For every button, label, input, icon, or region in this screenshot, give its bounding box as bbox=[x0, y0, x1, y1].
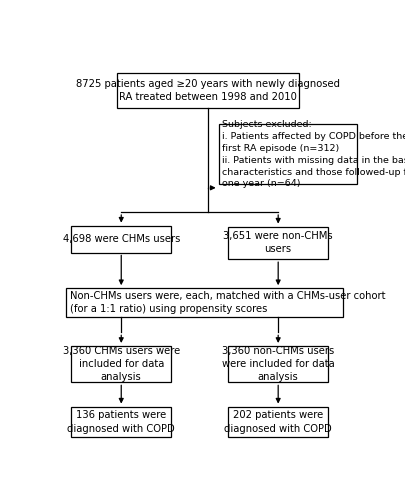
FancyBboxPatch shape bbox=[228, 406, 328, 438]
Text: 136 patients were
diagnosed with COPD: 136 patients were diagnosed with COPD bbox=[67, 410, 175, 434]
Text: Non-CHMs users were, each, matched with a CHMs-user cohort
(for a 1:1 ratio) usi: Non-CHMs users were, each, matched with … bbox=[70, 291, 386, 314]
Text: 202 patients were
diagnosed with COPD: 202 patients were diagnosed with COPD bbox=[224, 410, 332, 434]
Text: 4,698 were CHMs users: 4,698 were CHMs users bbox=[62, 234, 180, 244]
Text: Subjects excluded:
i. Patients affected by COPD before the date of the
first RA : Subjects excluded: i. Patients affected … bbox=[222, 120, 405, 188]
FancyBboxPatch shape bbox=[228, 226, 328, 259]
Text: 3,651 were non-CHMs
users: 3,651 were non-CHMs users bbox=[224, 232, 333, 254]
FancyBboxPatch shape bbox=[219, 124, 357, 184]
Text: 3,360 non-CHMs users
were included for data
analysis: 3,360 non-CHMs users were included for d… bbox=[222, 346, 335, 383]
FancyBboxPatch shape bbox=[71, 346, 171, 383]
Text: 3,360 CHMs users were
included for data
analysis: 3,360 CHMs users were included for data … bbox=[63, 346, 180, 383]
FancyBboxPatch shape bbox=[66, 288, 343, 317]
FancyBboxPatch shape bbox=[117, 74, 298, 108]
FancyBboxPatch shape bbox=[71, 226, 171, 252]
FancyBboxPatch shape bbox=[228, 346, 328, 383]
Text: 8725 patients aged ≥20 years with newly diagnosed
RA treated between 1998 and 20: 8725 patients aged ≥20 years with newly … bbox=[76, 79, 339, 102]
FancyBboxPatch shape bbox=[71, 406, 171, 438]
